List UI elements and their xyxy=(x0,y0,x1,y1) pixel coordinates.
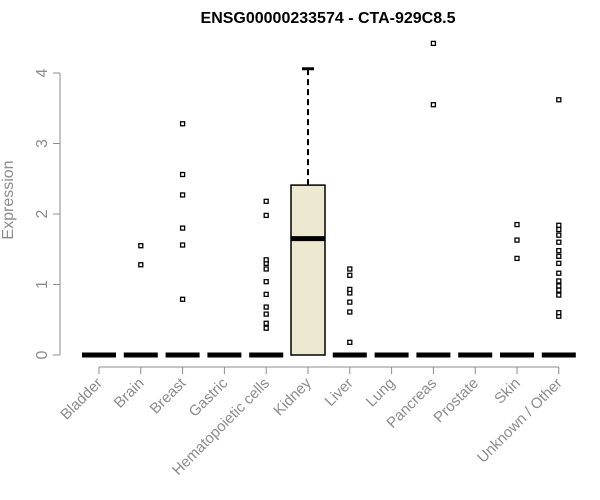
x-tick-label: Brain xyxy=(111,375,148,412)
outlier-point xyxy=(556,260,562,267)
box-group xyxy=(416,40,451,358)
outlier-point xyxy=(347,299,353,305)
outlier-point xyxy=(138,262,144,268)
outlier-point xyxy=(179,171,186,178)
outlier-point xyxy=(179,225,186,231)
outlier-point xyxy=(556,270,562,276)
outlier-point xyxy=(556,232,562,238)
outlier-point xyxy=(263,266,269,272)
outlier-point xyxy=(263,311,269,317)
outlier-point xyxy=(179,296,186,302)
outlier-point xyxy=(179,121,186,127)
outlier-point xyxy=(263,325,269,331)
y-axis-label: Expression xyxy=(0,160,17,239)
outlier-point xyxy=(347,339,353,345)
outlier-point xyxy=(347,286,353,293)
box-group xyxy=(500,221,534,358)
outlier-point xyxy=(556,97,562,103)
y-tick-label: 2 xyxy=(34,209,51,218)
outlier-point xyxy=(347,309,353,315)
x-tick-label: Liver xyxy=(322,375,357,410)
x-tick-label: Bladder xyxy=(57,375,106,424)
y-tick-label: 1 xyxy=(34,280,51,289)
outlier-point xyxy=(179,192,186,198)
outlier-point xyxy=(430,102,437,108)
outlier-point xyxy=(138,243,144,249)
outlier-point xyxy=(556,283,562,289)
outlier-point xyxy=(263,304,269,310)
outlier-point xyxy=(556,310,562,316)
outlier-point xyxy=(514,255,520,262)
box-group xyxy=(541,97,576,358)
outlier-point xyxy=(347,266,353,272)
x-tick-label: Skin xyxy=(491,375,524,408)
x-tick-label: Kidney xyxy=(270,374,315,419)
x-tick-label: Prostate xyxy=(430,375,482,427)
outlier-point xyxy=(430,40,437,47)
box-group xyxy=(249,198,284,358)
outlier-point xyxy=(556,222,562,228)
outlier-point xyxy=(263,291,269,298)
outlier-point xyxy=(263,257,269,263)
x-tick-label: Breast xyxy=(147,374,190,417)
box-group xyxy=(123,243,158,358)
outlier-point xyxy=(263,198,269,204)
outlier-point xyxy=(556,287,562,293)
box-group xyxy=(290,67,326,356)
outlier-point xyxy=(347,272,353,278)
outlier-point xyxy=(179,242,186,248)
box-group xyxy=(165,121,200,358)
y-tick-label: 3 xyxy=(34,139,51,148)
y-tick-label: 4 xyxy=(34,68,51,77)
outlier-point xyxy=(556,253,562,259)
y-tick-label: 0 xyxy=(34,350,51,359)
outlier-point xyxy=(263,279,269,285)
box-group xyxy=(332,266,367,358)
outlier-point xyxy=(556,226,562,233)
plot-area xyxy=(82,40,576,358)
box-rect xyxy=(290,184,326,356)
outlier-point xyxy=(263,212,269,219)
chart-title: ENSG00000233574 - CTA-929C8.5 xyxy=(201,10,456,27)
outlier-point xyxy=(556,239,562,245)
outlier-point xyxy=(263,320,269,326)
x-tick-label: Lung xyxy=(363,375,399,411)
outlier-point xyxy=(556,292,562,298)
y-axis: 0 1 2 3 4 xyxy=(34,68,61,359)
outlier-point xyxy=(556,278,562,284)
outlier-point xyxy=(556,248,562,254)
outlier-point xyxy=(514,221,520,228)
outlier-point xyxy=(514,237,520,243)
